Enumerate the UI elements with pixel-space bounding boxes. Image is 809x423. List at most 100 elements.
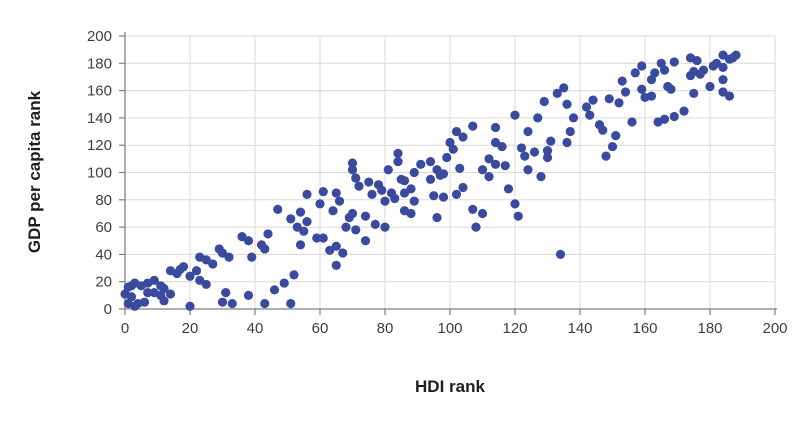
data-point	[360, 211, 371, 221]
data-point	[260, 244, 270, 254]
data-point	[409, 196, 419, 206]
data-point	[598, 125, 608, 135]
y-tick-label: 100	[87, 165, 112, 182]
data-point	[523, 126, 533, 137]
data-point	[731, 50, 741, 60]
data-point	[318, 233, 328, 243]
data-point	[458, 132, 468, 142]
data-point	[445, 137, 455, 148]
data-point	[451, 126, 462, 137]
data-point	[559, 83, 569, 93]
data-point	[669, 57, 679, 67]
data-point	[341, 222, 351, 232]
data-point	[646, 75, 657, 85]
data-point	[669, 111, 679, 122]
x-tick-label: 140	[567, 320, 592, 337]
data-point	[679, 106, 689, 116]
y-tick-label: 20	[95, 274, 112, 291]
data-point	[347, 158, 358, 168]
data-point	[185, 301, 195, 311]
data-point	[191, 266, 202, 276]
x-tick-label: 20	[182, 320, 199, 337]
data-point	[159, 296, 169, 306]
y-tick-label: 80	[95, 192, 112, 209]
data-point	[601, 151, 611, 161]
data-point	[520, 151, 530, 161]
data-point	[360, 236, 371, 246]
data-point	[607, 141, 618, 152]
data-point	[367, 189, 377, 199]
data-point	[143, 288, 153, 298]
x-tick-label: 180	[697, 320, 722, 337]
data-point	[393, 148, 403, 158]
data-point	[565, 126, 575, 137]
data-point	[217, 297, 228, 307]
y-axis-title: GDP per capita rank	[25, 90, 44, 253]
data-point	[273, 204, 283, 214]
data-point	[195, 252, 205, 262]
data-point	[503, 184, 514, 194]
data-point	[536, 171, 546, 182]
grid-layer	[124, 35, 776, 310]
data-point	[295, 240, 306, 250]
data-point	[159, 283, 169, 294]
data-point	[328, 206, 338, 216]
data-point	[604, 94, 614, 104]
data-point	[416, 159, 426, 169]
data-point	[406, 208, 416, 219]
data-point	[614, 98, 624, 108]
data-point	[689, 88, 699, 98]
data-point	[286, 298, 296, 309]
tick-label-layer: 0 20 40 60 80 100 120 140 160 180 200 0 20 40 60 80 100 1…	[87, 28, 788, 337]
data-point	[318, 187, 328, 197]
x-axis-title: HDI rank	[415, 377, 485, 396]
data-point	[351, 173, 361, 183]
y-tick-label: 0	[104, 301, 112, 318]
data-point	[331, 260, 341, 270]
data-point	[451, 189, 462, 199]
data-point	[705, 81, 715, 92]
data-point	[438, 192, 449, 202]
x-tick-label: 60	[312, 320, 329, 337]
data-point	[347, 208, 358, 219]
data-point	[429, 191, 439, 201]
data-point	[139, 297, 150, 307]
y-tick-label: 140	[87, 110, 112, 127]
data-point	[523, 165, 533, 175]
data-point	[656, 58, 666, 68]
data-point	[302, 217, 312, 227]
y-tick-label: 200	[87, 28, 112, 45]
data-point	[269, 285, 280, 295]
data-point	[380, 196, 390, 206]
data-point	[178, 262, 189, 272]
data-point	[347, 165, 358, 175]
data-point	[448, 144, 458, 154]
data-point	[279, 278, 289, 288]
y-tick-label: 180	[87, 55, 112, 72]
data-point	[334, 196, 345, 206]
data-point	[692, 55, 702, 66]
data-point	[497, 141, 507, 152]
x-tick-label: 200	[762, 320, 787, 337]
data-point	[295, 207, 306, 217]
x-tick-label: 40	[247, 320, 264, 337]
data-point	[620, 87, 631, 97]
data-point	[562, 137, 572, 148]
data-point	[484, 154, 494, 164]
x-tick-label: 120	[502, 320, 527, 337]
x-tick-label: 100	[437, 320, 462, 337]
data-point	[617, 76, 627, 86]
data-point	[432, 212, 442, 223]
data-point	[529, 147, 540, 157]
data-point	[390, 193, 400, 204]
data-point	[354, 181, 364, 191]
data-point	[289, 270, 299, 280]
axis-layer	[119, 32, 777, 315]
data-point	[380, 222, 390, 232]
data-point	[409, 167, 419, 178]
data-point	[286, 214, 296, 224]
data-point	[542, 146, 553, 156]
data-point	[299, 226, 309, 236]
data-point	[126, 292, 137, 302]
data-point	[510, 110, 520, 120]
